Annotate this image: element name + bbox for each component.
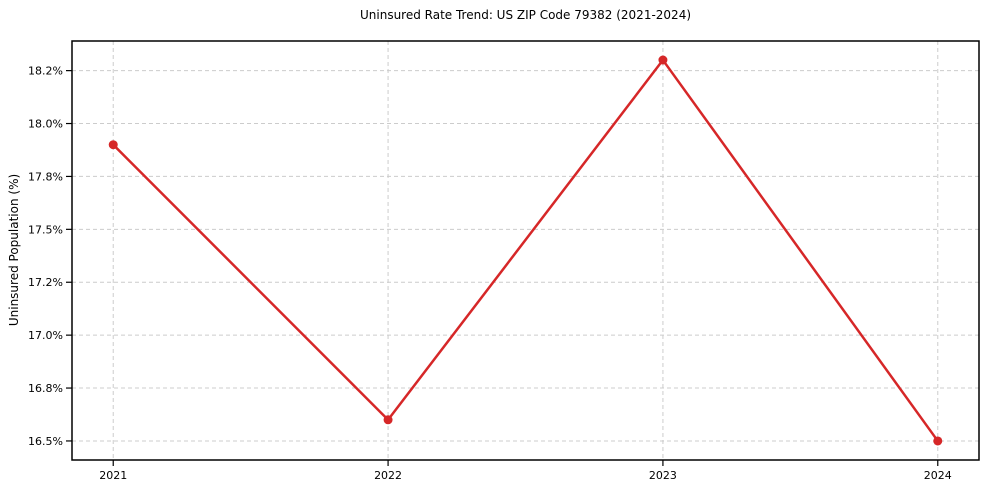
chart-title: Uninsured Rate Trend: US ZIP Code 79382 … [359,8,692,22]
data-point-marker [108,140,118,150]
y-axis-label: Uninsured Population (%) [7,173,21,327]
y-tick-label: 16.5% [28,435,63,448]
y-tick-label: 18.0% [28,118,63,131]
y-tick-label: 18.2% [28,65,63,78]
trend-line [111,58,940,443]
data-point-marker [383,415,393,425]
x-tick-label: 2021 [99,469,127,482]
x-tick-label: 2023 [649,469,677,482]
data-point-marker [658,55,668,65]
y-tick-label: 17.2% [28,276,63,289]
data-point-marker [933,436,943,446]
y-tick-label: 17.8% [28,170,63,183]
y-tick-label: 17.0% [28,329,63,342]
plot-frame [71,40,980,461]
x-tick-label: 2022 [374,469,402,482]
y-tick-label: 17.5% [28,223,63,236]
y-tick-label: 16.8% [28,382,63,395]
x-tick-label: 2024 [924,469,952,482]
